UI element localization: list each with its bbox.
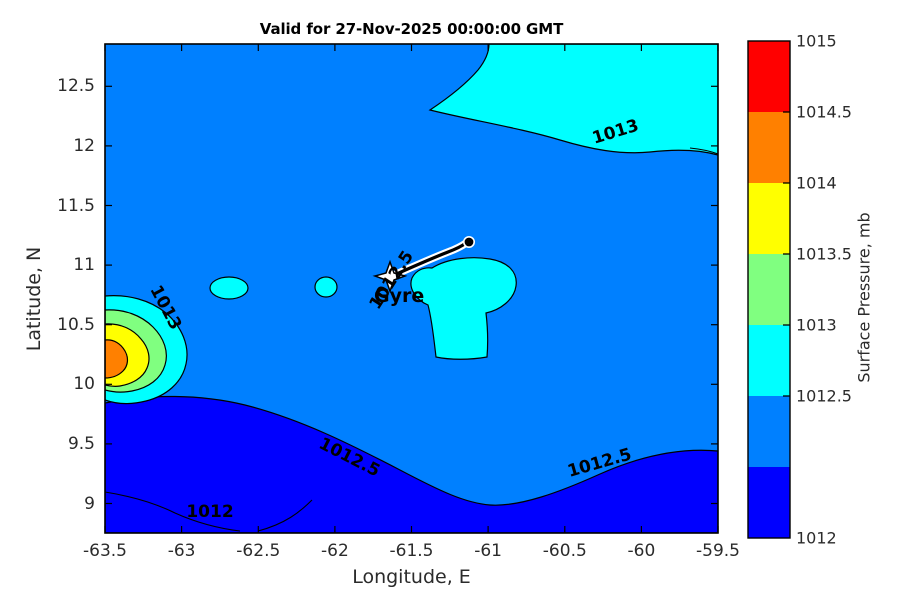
cbar-label-1015: 1015 <box>796 31 837 51</box>
ytick-label-1: 9.5 <box>67 433 95 454</box>
gyre-annotation-label: Gyre <box>374 285 424 307</box>
contour-1012 <box>105 491 313 532</box>
cbar-label-1013: 1013 <box>796 315 837 335</box>
cbar-label-1013p5: 1013.5 <box>796 244 852 264</box>
map-fill-layer: 1012.5 1013 1013 1012.5 1012.5 1012 Gyre <box>105 44 718 533</box>
xtick-label-6: -60.5 <box>542 541 587 561</box>
ytick-label-6: 12 <box>73 135 95 156</box>
cbar-label-1014: 1014 <box>796 173 837 193</box>
band-1013-island-east <box>314 276 338 298</box>
gyre-track-line <box>390 241 468 278</box>
cbar-label-1012: 1012 <box>796 528 837 548</box>
colorbar-band-1013p5 <box>748 254 790 325</box>
ytick-label-0: 9 <box>84 493 95 514</box>
gyre-star-marker <box>372 259 408 294</box>
xtick-label-2: -62.5 <box>236 541 281 561</box>
xtick-label-3: -62 <box>321 541 349 561</box>
colorbar-band-1014p5 <box>748 112 790 183</box>
x-axis-title: Longitude, E <box>352 566 471 588</box>
xtick-label-0: -63.5 <box>83 541 127 561</box>
cbar-label-1012p5: 1012.5 <box>796 386 852 406</box>
band-1013-island-west <box>209 276 249 300</box>
axis-ticks <box>104 44 719 533</box>
colorbar-band-1012 <box>748 467 790 538</box>
band-1013-northeast <box>428 44 718 156</box>
ytick-label-5: 11.5 <box>57 195 95 216</box>
colorbar-band-1013 <box>748 325 790 396</box>
xtick-label-7: -60 <box>627 541 656 561</box>
page-title: Valid for 27-Nov-2025 00:00:00 GMT <box>259 20 564 38</box>
cbar-label-1014p5: 1014.5 <box>796 102 852 122</box>
colorbar-title: Surface Pressure, mb <box>854 212 874 383</box>
xtick-label-1: -63 <box>167 541 196 561</box>
colorbar-band-1014 <box>748 183 790 254</box>
ytick-label-2: 10 <box>73 374 95 395</box>
xtick-label-8: -59.5 <box>696 541 740 561</box>
colorbar[interactable] <box>747 40 791 539</box>
y-axis-title: Latitude, N <box>23 246 45 352</box>
ytick-label-3: 10.5 <box>57 314 95 335</box>
contour-label-bottom: 1012 <box>186 502 233 522</box>
band-1014p5-west <box>105 339 129 379</box>
xtick-label-5: -61 <box>474 541 502 561</box>
gyre-track-endpoint <box>462 236 475 249</box>
colorbar-ticks <box>783 111 790 397</box>
colorbar-band-1015 <box>748 41 790 112</box>
colorbar-frame <box>747 40 791 539</box>
contour-1013-right-edge <box>689 147 718 155</box>
band-1012-south <box>105 395 718 533</box>
colorbar-band-1012p5 <box>748 396 790 467</box>
ytick-label-4: 11 <box>73 255 95 276</box>
xtick-label-4: -61.5 <box>389 541 434 561</box>
band-1013-central-blob <box>410 257 517 360</box>
svg-text:1012: 1012 <box>186 502 233 522</box>
ytick-label-7: 12.5 <box>57 76 95 97</box>
